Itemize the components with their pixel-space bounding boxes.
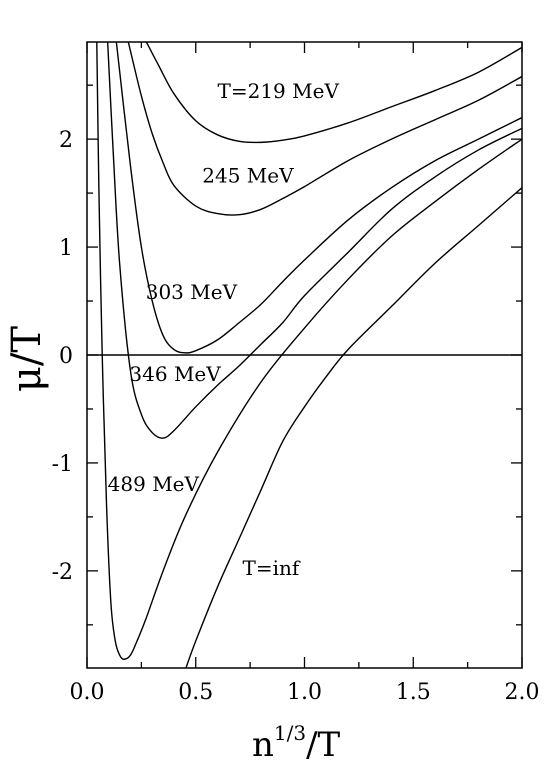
x-ticks: 0.0 0.5 1.0 1.5 2.0 — [70, 42, 540, 705]
plot-area: 0.0 0.5 1.0 1.5 2.0 -2 -1 0 1 2 T=219 MeV 245 MeV… — [52, 41, 540, 705]
x-axis-label-base: n — [252, 725, 274, 765]
y-tick-label: 2 — [59, 128, 73, 153]
curve-annotation: 303 MeV — [146, 280, 238, 304]
x-axis-label-sup: 1/3 — [274, 721, 306, 745]
curve-annotation: 346 MeV — [129, 362, 221, 386]
series-line-2 — [127, 42, 522, 216]
y-ticks: -2 -1 0 1 2 — [52, 84, 522, 626]
curve-annotation: T=219 MeV — [218, 79, 340, 103]
x-tick-label: 2.0 — [505, 680, 540, 705]
y-axis-label: μ/T — [4, 326, 50, 392]
series-line-5 — [96, 42, 522, 661]
y-tick-label: -1 — [52, 452, 73, 477]
x-tick-label: 1.5 — [396, 680, 431, 705]
series-group — [96, 42, 522, 668]
series-line-6 — [185, 187, 522, 668]
curve-annotation: T=inf — [243, 556, 301, 580]
series-line-4 — [106, 42, 522, 439]
curve-annotation: 245 MeV — [202, 163, 294, 187]
x-tick-label: 1.0 — [287, 680, 322, 705]
annotations: T=219 MeV 245 MeV 303 MeV 346 MeV 489 MeV T=i… — [108, 79, 340, 580]
x-axis-label-suffix: /T — [306, 725, 340, 765]
x-axis-label: n1/3/T — [252, 721, 341, 765]
y-tick-label: 0 — [59, 344, 73, 369]
x-tick-label: 0.5 — [178, 680, 213, 705]
series-line-1 — [145, 42, 522, 144]
series-line-3 — [115, 42, 522, 354]
y-tick-label: 1 — [59, 236, 73, 261]
x-tick-label: 0.0 — [70, 680, 105, 705]
curve-annotation: 489 MeV — [108, 472, 200, 496]
y-tick-label: -2 — [52, 560, 73, 585]
